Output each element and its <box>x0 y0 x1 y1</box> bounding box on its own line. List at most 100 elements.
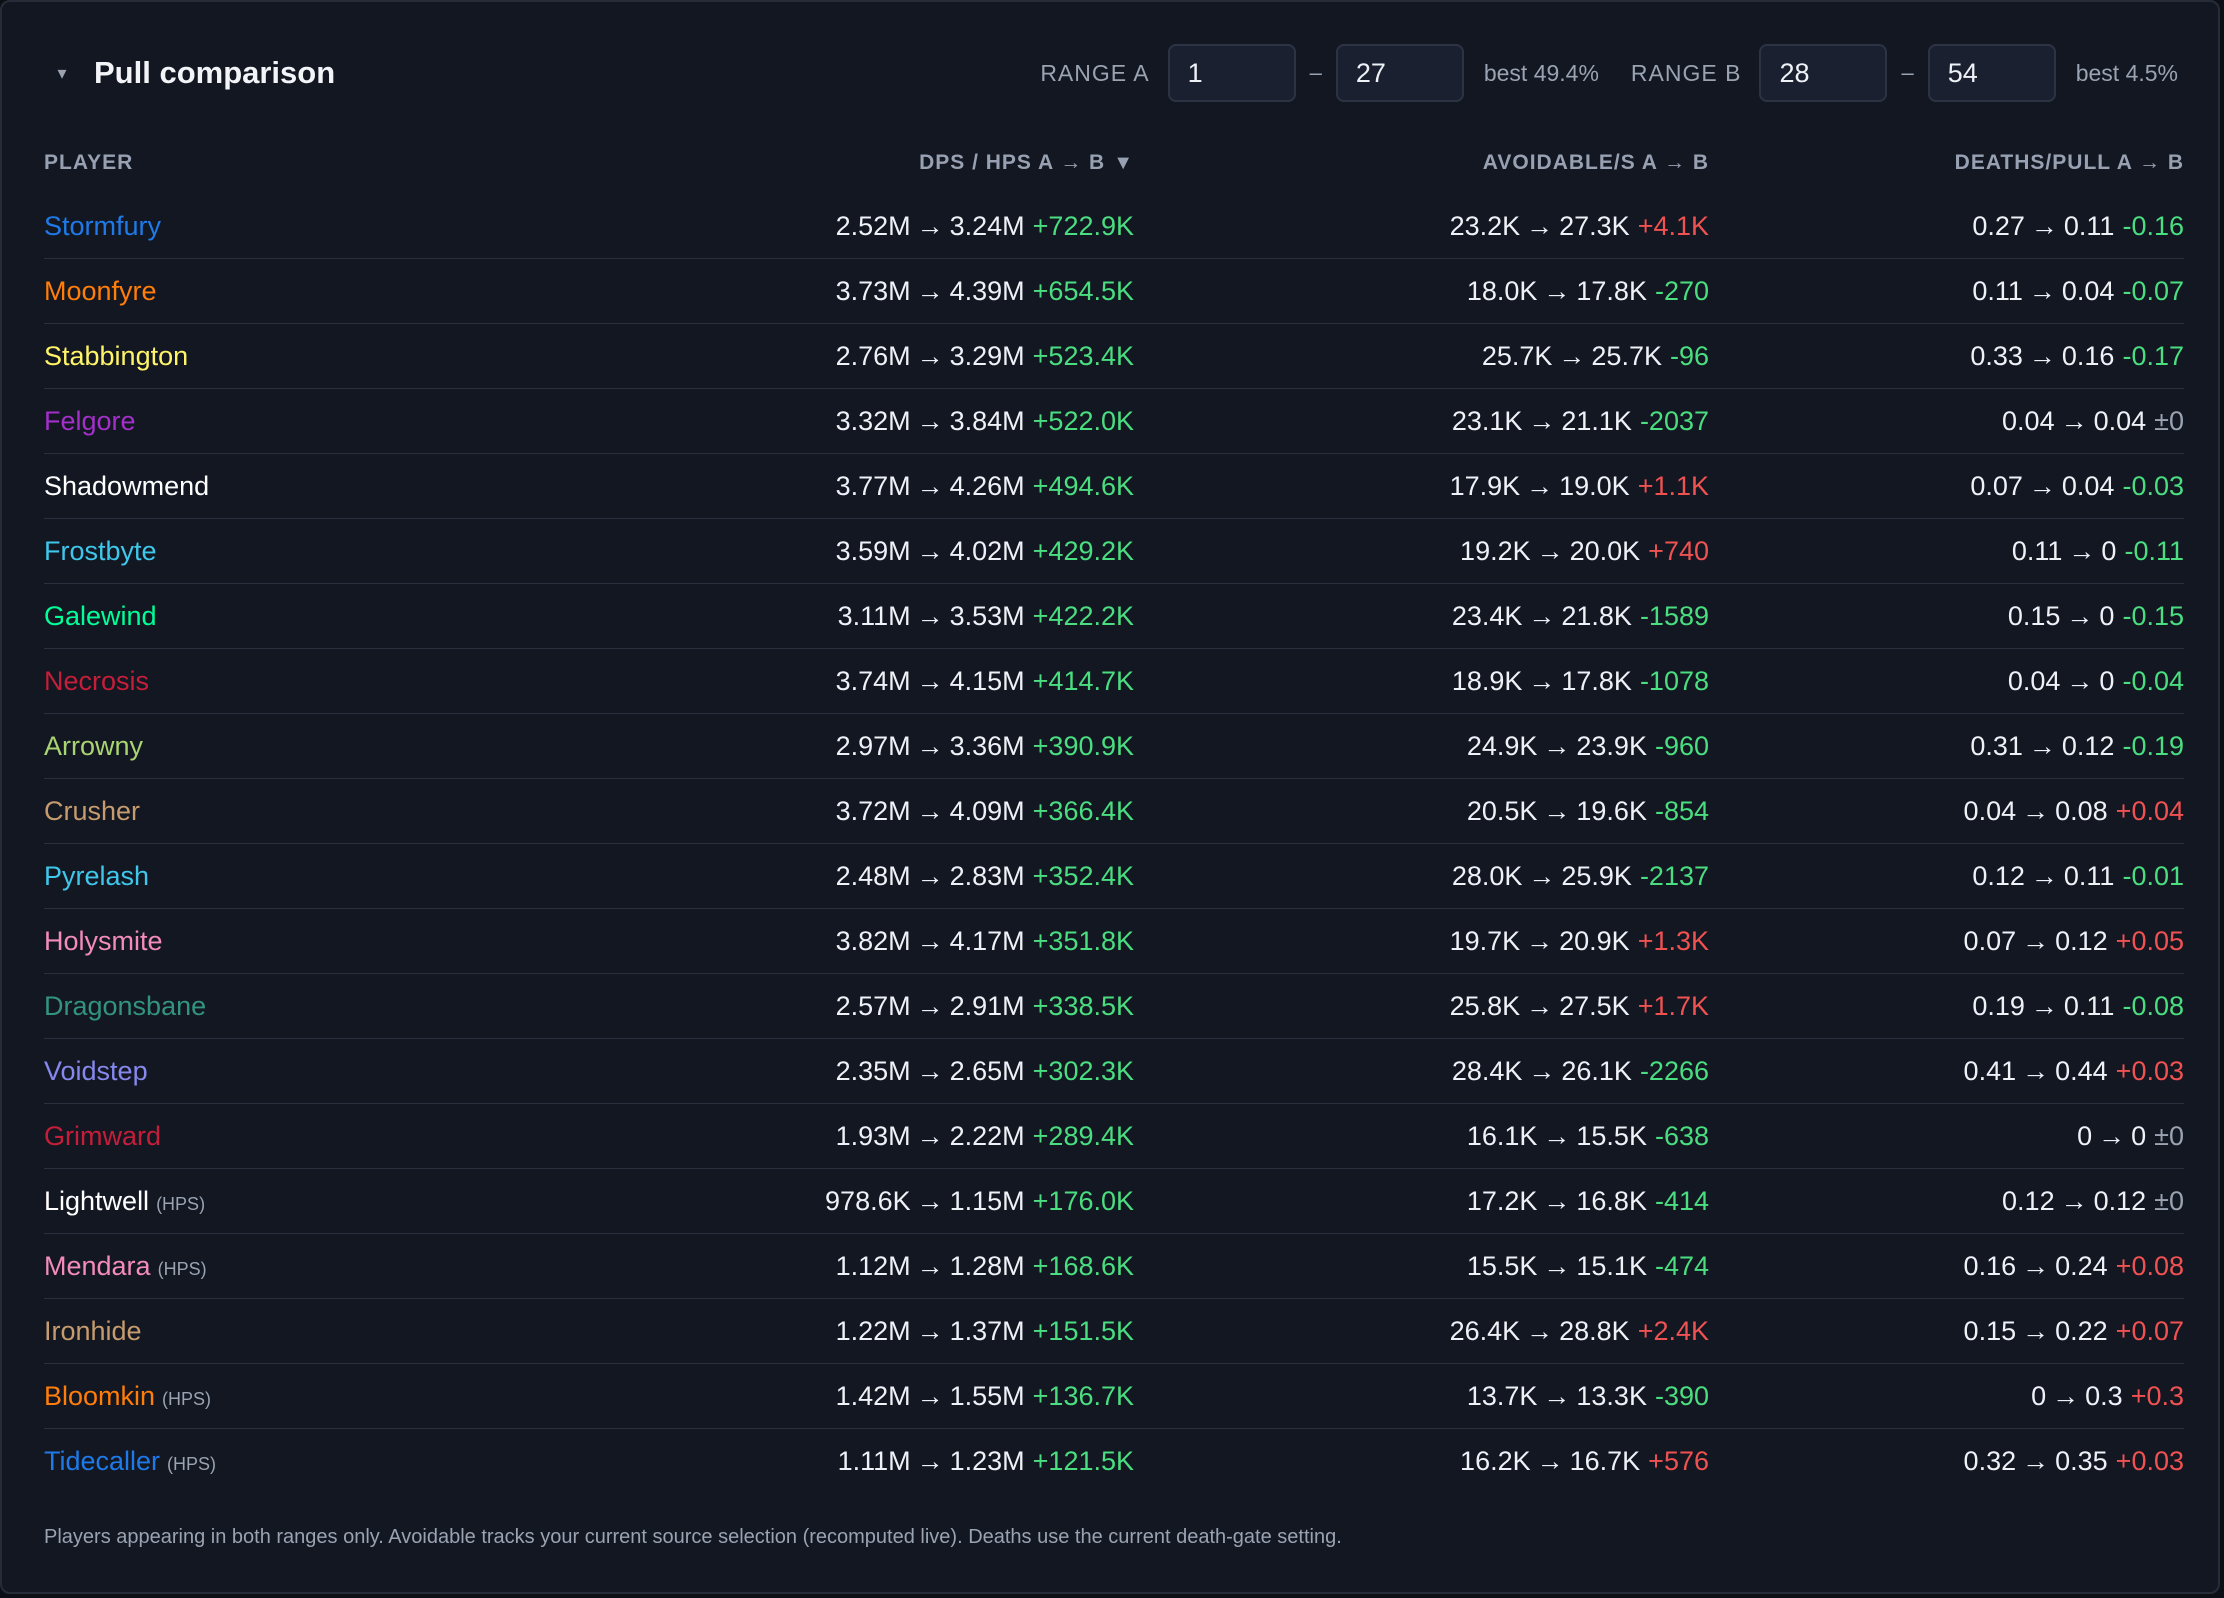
avoidable-delta: -474 <box>1654 1250 1709 1281</box>
range-b-to-input[interactable] <box>1927 44 2056 102</box>
arrow-right-icon: → <box>2022 1315 2050 1346</box>
column-header-dps-label: DPS / HPS A → B <box>919 151 1106 174</box>
table-row: Felgore 3.32M → 3.84M +522.0K 23.1K → 21.1K -203… <box>44 389 2184 454</box>
deaths-cell: 0.12 → 0.12 ±0 <box>1709 1186 2184 1217</box>
dps-value-b: 1.37M <box>949 1315 1025 1346</box>
dps-cell: 1.42M → 1.55M +136.7K <box>644 1381 1134 1412</box>
player-name: Mendara <box>44 1250 151 1281</box>
dps-cell: 2.97M → 3.36M +390.9K <box>644 731 1134 762</box>
range-b-from-input[interactable] <box>1759 44 1888 102</box>
hps-tag: (HPS) <box>156 1193 206 1214</box>
avoidable-value-b: 19.6K <box>1576 795 1647 826</box>
dps-value-a: 3.77M <box>835 470 911 501</box>
deaths-delta: -0.04 <box>2122 665 2184 696</box>
avoidable-cell: 23.4K → 21.8K -1589 <box>1134 601 1709 632</box>
dps-value-b: 2.65M <box>949 1055 1025 1086</box>
avoidable-value-b: 27.3K <box>1559 210 1630 241</box>
avoidable-value-a: 17.9K <box>1449 470 1521 501</box>
arrow-right-icon: → <box>2022 1055 2050 1086</box>
arrow-right-icon: → <box>1558 340 1586 371</box>
arrow-right-icon: → <box>2028 470 2056 501</box>
player-cell: Frostbyte <box>44 536 644 567</box>
avoidable-cell: 19.2K → 20.0K +740 <box>1134 536 1709 567</box>
arrow-right-icon: → <box>2066 665 2094 696</box>
avoidable-value-b: 19.0K <box>1559 470 1630 501</box>
range-a-from-input[interactable] <box>1167 44 1296 102</box>
arrow-right-icon: → <box>1526 210 1554 241</box>
arrow-right-icon: → <box>2028 340 2056 371</box>
player-name: Necrosis <box>44 665 150 696</box>
table-row: Galewind 3.11M → 3.53M +422.2K 23.4K → 21.8K -15… <box>44 584 2184 649</box>
player-name: Ironhide <box>44 1315 142 1346</box>
dps-delta: +136.7K <box>1032 1380 1134 1411</box>
avoidable-value-b: 17.8K <box>1561 665 1632 696</box>
dps-value-a: 1.12M <box>835 1250 911 1281</box>
dps-delta: +722.9K <box>1032 210 1134 241</box>
player-name: Felgore <box>44 405 136 436</box>
table-row: Arrowny 2.97M → 3.36M +390.9K 24.9K → 23.9K -960… <box>44 714 2184 779</box>
deaths-delta: -0.11 <box>2124 535 2184 566</box>
avoidable-value-a: 20.5K <box>1466 795 1538 826</box>
arrow-right-icon: → <box>1528 860 1556 891</box>
deaths-delta: +0.07 <box>2115 1315 2184 1346</box>
player-cell: Stormfury <box>44 211 644 242</box>
table-row: Grimward 1.93M → 2.22M +289.4K 16.1K → 15.5K -63… <box>44 1104 2184 1169</box>
deaths-cell: 0 → 0 ±0 <box>1709 1121 2184 1152</box>
column-header-player[interactable]: PLAYER <box>44 151 134 174</box>
dps-cell: 1.93M → 2.22M +289.4K <box>644 1121 1134 1152</box>
dps-cell: 3.59M → 4.02M +429.2K <box>644 536 1134 567</box>
arrow-right-icon: → <box>1528 405 1556 436</box>
deaths-delta: -0.15 <box>2122 600 2184 631</box>
range-a-label: RANGE A <box>1040 59 1150 86</box>
dps-value-b: 3.84M <box>949 405 1025 436</box>
arrow-right-icon: → <box>1526 1315 1554 1346</box>
avoidable-cell: 16.1K → 15.5K -638 <box>1134 1121 1709 1152</box>
arrow-right-icon: → <box>1526 925 1554 956</box>
table-row: Stabbington 2.76M → 3.29M +523.4K 25.7K → 25.7K… <box>44 324 2184 389</box>
range-b-best: best 4.5% <box>2075 59 2178 86</box>
avoidable-cell: 15.5K → 15.1K -474 <box>1134 1251 1709 1282</box>
column-header-avoidable[interactable]: AVOIDABLE/S A → B <box>1482 151 1709 174</box>
deaths-value-b: 0.12 <box>2061 730 2115 761</box>
player-cell: Arrowny <box>44 731 644 762</box>
collapse-chevron-icon[interactable]: ▾ <box>57 62 67 83</box>
arrow-right-icon: → <box>2022 795 2050 826</box>
dps-value-a: 2.52M <box>835 210 911 241</box>
dps-cell: 3.11M → 3.53M +422.2K <box>644 601 1134 632</box>
dps-value-b: 2.22M <box>949 1120 1025 1151</box>
deaths-cell: 0 → 0.3 +0.3 <box>1709 1381 2184 1412</box>
avoidable-cell: 20.5K → 19.6K -854 <box>1134 796 1709 827</box>
dps-value-b: 2.91M <box>949 990 1025 1021</box>
player-cell: Bloomkin (HPS) <box>44 1381 644 1412</box>
dps-value-b: 4.09M <box>949 795 1025 826</box>
avoidable-cell: 28.0K → 25.9K -2137 <box>1134 861 1709 892</box>
deaths-value-a: 0.16 <box>1963 1250 2017 1281</box>
deaths-value-b: 0.11 <box>2063 210 2115 241</box>
dps-value-a: 3.73M <box>835 275 911 306</box>
avoidable-value-b: 25.7K <box>1591 340 1662 371</box>
deaths-cell: 0.04 → 0 -0.04 <box>1709 666 2184 697</box>
deaths-delta: ±0 <box>2154 405 2184 436</box>
avoidable-value-a: 28.4K <box>1451 1055 1523 1086</box>
range-b-group: RANGE B – best 4.5% <box>1631 44 2178 102</box>
arrow-right-icon: → <box>916 730 944 761</box>
avoidable-cell: 19.7K → 20.9K +1.3K <box>1134 926 1709 957</box>
column-header-deaths[interactable]: DEATHS/PULL A → B <box>1954 151 2184 174</box>
dps-delta: +414.7K <box>1032 665 1134 696</box>
avoidable-delta: +740 <box>1648 535 1709 566</box>
arrow-right-icon: → <box>1536 1446 1564 1476</box>
deaths-value-b: 0 <box>2101 535 2117 566</box>
deaths-delta: -0.19 <box>2122 730 2184 761</box>
deaths-delta: +0.05 <box>2115 925 2184 956</box>
dps-value-a: 1.22M <box>835 1315 911 1346</box>
arrow-right-icon: → <box>1543 1185 1571 1216</box>
deaths-value-a: 0.04 <box>2007 665 2061 696</box>
column-header-dps[interactable]: DPS / HPS A → B ▼ <box>644 151 1134 175</box>
deaths-delta: -0.03 <box>2122 470 2184 501</box>
avoidable-delta: -854 <box>1654 795 1709 826</box>
table-row: Dragonsbane 2.57M → 2.91M +338.5K 25.8K → 27.5K… <box>44 974 2184 1039</box>
range-a-to-input[interactable] <box>1335 44 1464 102</box>
deaths-delta: ±0 <box>2154 1120 2184 1151</box>
range-b-label: RANGE B <box>1630 59 1742 86</box>
